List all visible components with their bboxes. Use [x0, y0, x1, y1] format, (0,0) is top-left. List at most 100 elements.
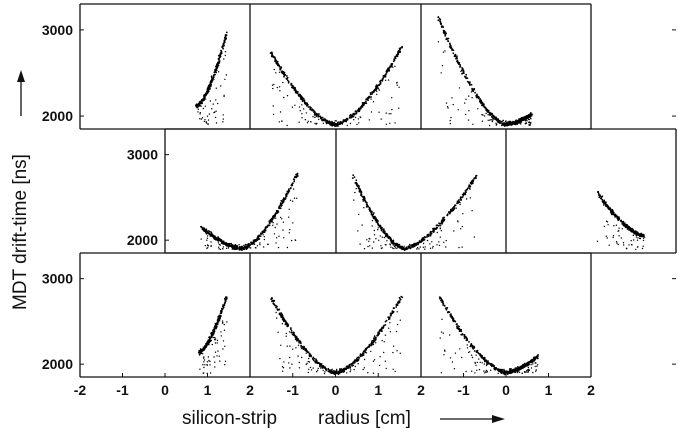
data-point	[535, 362, 537, 364]
data-point	[293, 87, 295, 89]
data-point	[505, 370, 508, 373]
data-point	[345, 119, 347, 122]
data-point	[262, 234, 264, 236]
data-point	[197, 108, 199, 110]
data-point	[211, 108, 213, 110]
data-point	[238, 246, 241, 248]
data-point	[474, 91, 476, 94]
data-point	[217, 315, 220, 318]
data-point	[328, 371, 330, 373]
data-point	[497, 372, 499, 374]
data-point	[264, 226, 267, 229]
data-point	[315, 359, 318, 362]
data-point	[248, 243, 250, 246]
data-point	[214, 73, 216, 76]
data-point	[374, 88, 377, 91]
data-point	[223, 302, 226, 304]
data-point	[318, 113, 320, 115]
data-point	[282, 201, 285, 204]
data-point	[394, 370, 396, 373]
data-point	[357, 363, 359, 365]
data-point	[389, 243, 391, 245]
data-point	[439, 236, 441, 238]
data-point	[273, 56, 276, 59]
data-point	[465, 98, 467, 101]
data-point	[483, 370, 485, 372]
data-point	[468, 341, 470, 343]
data-point	[452, 320, 455, 323]
data-point	[276, 210, 278, 213]
panel-2-1	[200, 172, 299, 251]
data-point	[356, 357, 359, 359]
data-point	[468, 185, 470, 188]
data-point	[367, 346, 370, 348]
data-point	[452, 207, 454, 209]
data-point	[462, 71, 465, 74]
data-point	[288, 362, 290, 364]
data-point	[305, 363, 307, 366]
data-point	[275, 212, 277, 215]
data-point	[363, 349, 366, 352]
data-point	[206, 239, 208, 241]
data-point	[499, 368, 501, 371]
data-point	[454, 352, 457, 354]
data-point	[441, 65, 444, 67]
data-point	[623, 222, 626, 225]
data-point	[460, 198, 462, 201]
data-point	[206, 344, 208, 347]
data-point	[213, 235, 216, 237]
data-point	[413, 243, 415, 246]
data-point	[383, 351, 385, 354]
data-point	[642, 239, 645, 242]
data-point	[433, 231, 435, 233]
data-point	[279, 207, 282, 210]
data-point	[198, 353, 200, 355]
data-point	[520, 123, 522, 125]
data-point	[280, 202, 283, 205]
data-point	[393, 307, 396, 309]
data-point	[304, 348, 307, 351]
x-tick-label: -2	[74, 382, 87, 398]
data-point	[373, 90, 376, 92]
data-point	[412, 245, 415, 247]
data-point	[269, 52, 272, 54]
data-point	[453, 206, 456, 208]
data-point	[286, 325, 289, 328]
data-point	[217, 242, 220, 244]
data-point	[227, 247, 230, 249]
data-point	[476, 361, 478, 364]
data-point	[276, 62, 279, 64]
data-point	[408, 246, 411, 249]
data-point	[221, 240, 224, 243]
data-point	[224, 51, 227, 53]
data-point	[469, 197, 472, 199]
data-point	[379, 224, 381, 227]
data-point	[392, 368, 394, 370]
data-point	[272, 224, 274, 226]
data-point	[451, 97, 453, 99]
data-point	[203, 361, 205, 363]
data-point	[445, 246, 447, 248]
data-point	[459, 201, 461, 204]
data-point	[370, 344, 372, 347]
data-point	[292, 348, 294, 350]
data-point	[459, 66, 461, 68]
data-point	[315, 123, 317, 125]
data-point	[206, 342, 209, 345]
data-point	[362, 196, 365, 199]
data-point	[354, 365, 356, 368]
data-point	[219, 244, 222, 246]
data-point	[632, 231, 635, 234]
data-point	[603, 225, 605, 228]
data-point	[447, 40, 450, 43]
data-point	[485, 369, 488, 372]
data-point	[289, 187, 292, 190]
data-point	[367, 205, 369, 208]
data-point	[513, 369, 515, 372]
data-point	[298, 106, 301, 108]
data-point	[472, 179, 475, 182]
data-point	[314, 360, 316, 363]
data-point	[443, 241, 445, 243]
data-point	[297, 344, 300, 346]
data-point	[375, 217, 377, 220]
